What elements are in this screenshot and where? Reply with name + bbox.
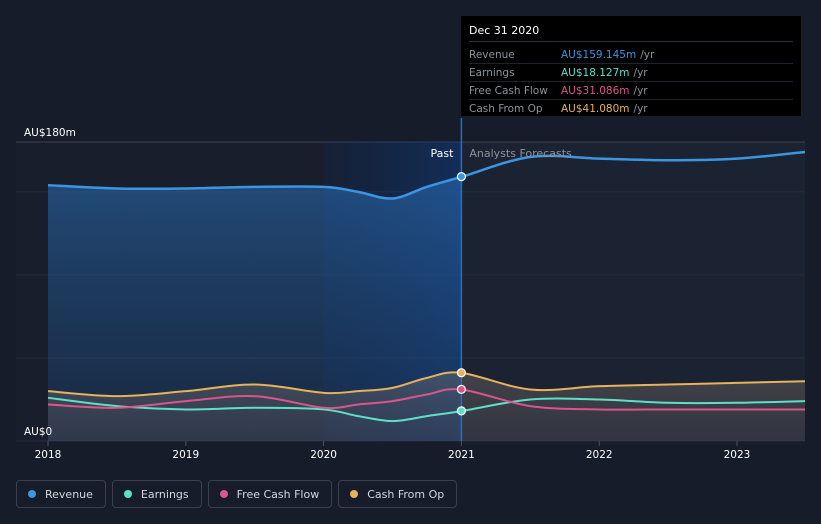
legend-label: Earnings [140,487,189,501]
x-tick-label: 2018 [35,449,62,461]
tooltip-value: AU$18.127m [561,66,630,79]
series-line-free-cash-flow [47,388,805,411]
x-tick-label: 2023 [724,449,751,461]
tooltip-value: AU$159.145m [561,48,637,61]
series-line-cash-from-op [47,371,806,398]
series-line-revenue [47,150,806,200]
x-tick-label: 2022 [586,449,613,461]
x-tick-label: 2021 [448,449,475,461]
tooltip-unit: /yr [640,48,655,61]
revenue-dot-icon [28,490,36,498]
x-axis: 2018 2019 2020 2021 2022 2023 [35,441,751,461]
highlight-points [456,172,466,416]
tooltip: Dec 31 2020 Revenue AU$159.145m /yr Earn… [461,16,801,116]
free-cash-flow-dot-icon [219,490,228,498]
tooltip-label: Revenue [469,48,515,61]
cash-from-op-area [48,372,805,441]
y-axis: AU$180m AU$0 [24,127,76,438]
highlight-point-cash-from-op [456,368,466,378]
tooltip-date: Dec 31 2020 [469,24,793,42]
series-line-earnings [47,396,806,423]
tooltip-row-revenue: Revenue AU$159.145m /yr [469,46,793,64]
tooltip-unit: /yr [633,102,648,115]
highlight-point-earnings [456,406,466,416]
forecast-label: Analysts Forecasts [469,147,572,160]
legend-label: Revenue [45,487,93,501]
legend-label: Cash From Op [367,487,445,501]
legend-item-revenue[interactable]: Revenue [16,480,106,508]
tooltip-value: AU$41.080m [561,102,630,115]
tooltip-value: AU$31.086m [561,84,630,97]
y-tick-label: AU$0 [24,426,52,438]
tooltip-unit: /yr [633,84,648,97]
tooltip-label: Cash From Op [469,102,543,115]
cash-from-op-dot-icon [350,490,359,498]
tooltip-label: Earnings [469,66,515,79]
revenue-area [48,176,462,441]
series-lines [47,150,806,423]
tooltip-row-earnings: Earnings AU$18.127m /yr [469,64,793,82]
earnings-dot-icon [123,490,132,498]
highlight-point-revenue [456,172,466,182]
legend-item-earnings[interactable]: Earnings [111,480,202,508]
highlight-point-free-cash-flow [456,384,466,394]
tooltip-row-cash-from-op: Cash From Op AU$41.080m /yr [469,100,793,117]
legend-item-cash-from-op[interactable]: Cash From Op [338,480,458,508]
x-tick-label: 2019 [172,449,199,461]
x-tick-label: 2020 [310,449,337,461]
past-label: Past [430,147,454,160]
legend-item-free-cash-flow[interactable]: Free Cash Flow [207,480,333,508]
tooltip-row-free-cash-flow: Free Cash Flow AU$31.086m /yr [469,82,793,100]
tooltip-label: Free Cash Flow [469,84,548,97]
legend-label: Free Cash Flow [236,487,320,501]
y-tick-label: AU$180m [24,127,76,139]
tooltip-unit: /yr [633,66,648,79]
legend: Revenue Earnings Free Cash Flow Cash Fro… [16,480,458,508]
